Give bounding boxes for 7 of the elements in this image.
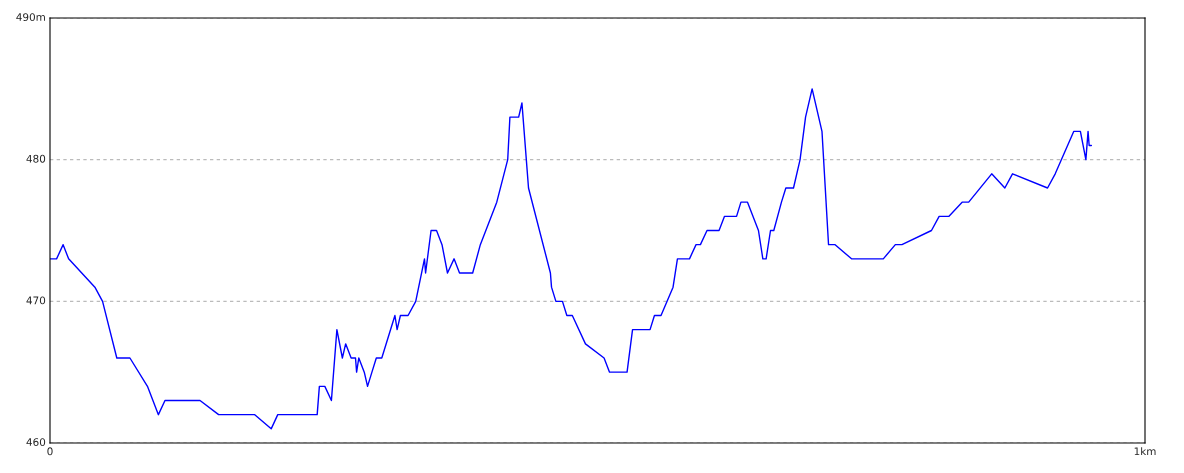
x-tick-label: 0	[47, 447, 53, 456]
y-tick-label: 460	[26, 438, 46, 447]
y-tick-label: 490m	[16, 13, 45, 22]
y-tick-label: 480	[26, 154, 46, 163]
x-tick-label: 1km	[1134, 447, 1156, 456]
line-series	[50, 88, 1093, 430]
y-tick-label: 470	[26, 296, 46, 305]
